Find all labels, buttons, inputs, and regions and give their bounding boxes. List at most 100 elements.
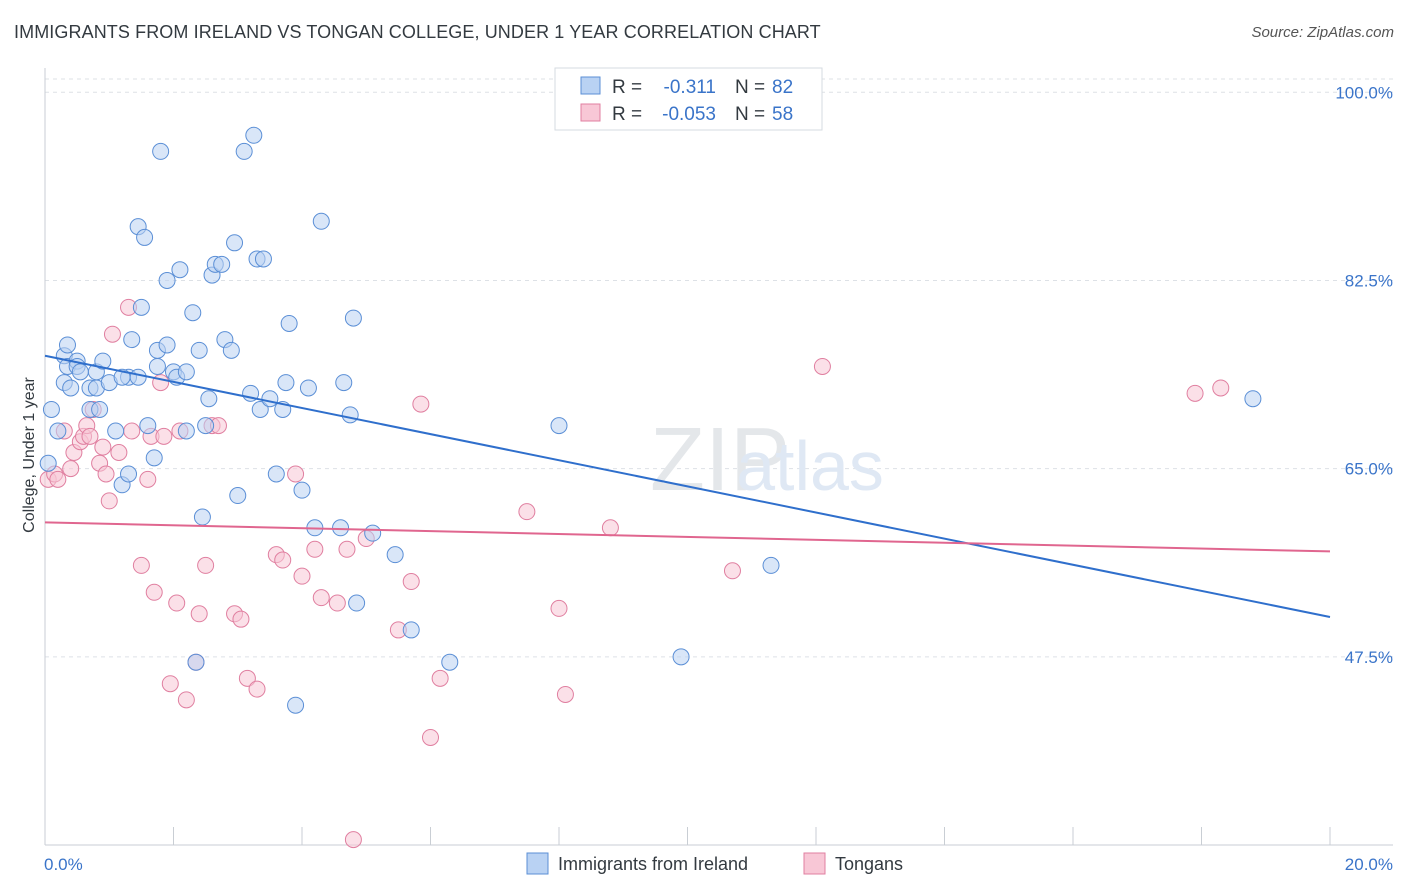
ireland-point xyxy=(39,454,57,472)
ireland-point xyxy=(254,250,272,268)
y-axis-label: College, Under 1 year xyxy=(21,377,38,533)
ireland-point xyxy=(177,422,195,440)
ireland-point xyxy=(94,352,112,370)
stats-n-value: 58 xyxy=(772,104,793,125)
tongan-point xyxy=(1186,384,1204,402)
tongan-point xyxy=(338,540,356,558)
tongan-point xyxy=(412,395,430,413)
ireland-point xyxy=(139,417,157,435)
ireland-point xyxy=(152,142,170,160)
tongan-point xyxy=(312,589,330,607)
tongan-point xyxy=(723,562,741,580)
ireland-point xyxy=(235,142,253,160)
ireland-point xyxy=(335,374,353,392)
ireland-point xyxy=(136,228,154,246)
tongan-point xyxy=(328,594,346,612)
tongan-point xyxy=(123,422,141,440)
ireland-point xyxy=(293,481,311,499)
legend-swatch-tongan xyxy=(803,852,826,875)
ireland-point xyxy=(49,422,67,440)
ireland-point xyxy=(71,363,89,381)
ireland-point xyxy=(171,261,189,279)
tongan-point xyxy=(197,556,215,574)
tongan-point xyxy=(238,669,256,687)
ireland-point xyxy=(312,212,330,230)
chart-source: Source: ZipAtlas.com xyxy=(1251,24,1394,41)
chart-title: IMMIGRANTS FROM IRELAND VS TONGAN COLLEG… xyxy=(14,22,821,42)
ireland-point xyxy=(287,696,305,714)
stats-r-value: -0.311 xyxy=(664,77,716,98)
ireland-point xyxy=(193,508,211,526)
ireland-point xyxy=(267,465,285,483)
tongan-point xyxy=(132,556,150,574)
ireland-trend-line xyxy=(44,354,1331,619)
ireland-point xyxy=(402,621,420,639)
ireland-point xyxy=(120,465,138,483)
y-tick-label: 65.0% xyxy=(1345,460,1393,479)
tongan-point xyxy=(100,492,118,510)
ireland-point xyxy=(386,546,404,564)
ireland-point xyxy=(107,422,125,440)
tongan-point xyxy=(177,691,195,709)
tongan-point xyxy=(813,357,831,375)
ireland-point xyxy=(62,379,80,397)
ireland-point xyxy=(341,406,359,424)
ireland-point xyxy=(42,400,60,418)
ireland-point xyxy=(672,648,690,666)
tongan-point xyxy=(601,519,619,537)
ireland-point xyxy=(550,417,568,435)
tongan-point xyxy=(550,599,568,617)
tongan-point xyxy=(287,465,305,483)
watermark-atlas: atlas xyxy=(736,427,884,505)
x-tick-label: 0.0% xyxy=(44,855,83,874)
ireland-point xyxy=(344,309,362,327)
ireland-point xyxy=(158,336,176,354)
ireland-point xyxy=(348,594,366,612)
tongan-point xyxy=(139,470,157,488)
tongan-point xyxy=(232,610,250,628)
tongan-point xyxy=(97,465,115,483)
ireland-point xyxy=(58,336,76,354)
tongan-trend-line xyxy=(44,521,1331,553)
ireland-point xyxy=(184,304,202,322)
tongan-point xyxy=(110,444,128,461)
ireland-point xyxy=(261,390,279,408)
stats-r-label: R = xyxy=(612,77,642,98)
ireland-point xyxy=(132,298,150,316)
ireland-point xyxy=(123,331,141,349)
tongan-point xyxy=(152,374,170,392)
stats-swatch-ireland xyxy=(580,76,601,95)
ireland-point xyxy=(229,487,247,505)
legend-label-tongan: Tongans xyxy=(835,854,903,874)
ireland-point xyxy=(762,556,780,574)
ireland-point xyxy=(441,653,459,671)
ireland-point xyxy=(226,234,244,252)
tongan-point xyxy=(161,675,179,693)
tongan-point xyxy=(155,427,173,445)
ireland-point xyxy=(277,374,295,392)
ireland-point xyxy=(158,271,176,289)
tongan-point xyxy=(293,567,311,585)
stats-n-value: 82 xyxy=(772,77,793,98)
ireland-point xyxy=(129,368,147,386)
stats-r-label: R = xyxy=(612,104,642,125)
stats-r-value: -0.053 xyxy=(662,104,716,125)
tongan-point xyxy=(306,540,324,558)
tongan-point xyxy=(94,438,112,456)
tongan-point xyxy=(1212,379,1230,397)
tongan-point xyxy=(62,460,80,478)
y-tick-label: 82.5% xyxy=(1345,271,1393,290)
ireland-point xyxy=(197,417,215,435)
ireland-point xyxy=(190,341,208,359)
tongan-point xyxy=(274,551,292,569)
tongan-point xyxy=(190,605,208,623)
stats-n-label: N = xyxy=(735,104,765,125)
tongan-point xyxy=(431,669,449,687)
tongan-point xyxy=(103,325,121,343)
tongan-point xyxy=(344,831,362,849)
ireland-point xyxy=(187,653,205,671)
tongan-point xyxy=(556,685,574,703)
legend-label-ireland: Immigrants from Ireland xyxy=(558,854,748,874)
